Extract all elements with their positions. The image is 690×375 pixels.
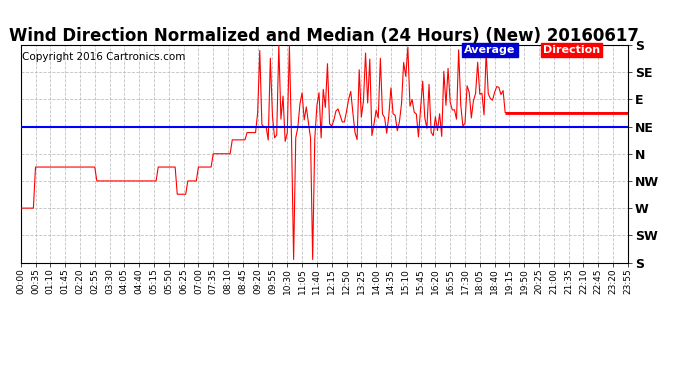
Text: Copyright 2016 Cartronics.com: Copyright 2016 Cartronics.com <box>22 51 186 62</box>
Text: Direction: Direction <box>543 45 600 55</box>
Title: Wind Direction Normalized and Median (24 Hours) (New) 20160617: Wind Direction Normalized and Median (24… <box>9 27 640 45</box>
Text: Average: Average <box>464 45 515 55</box>
